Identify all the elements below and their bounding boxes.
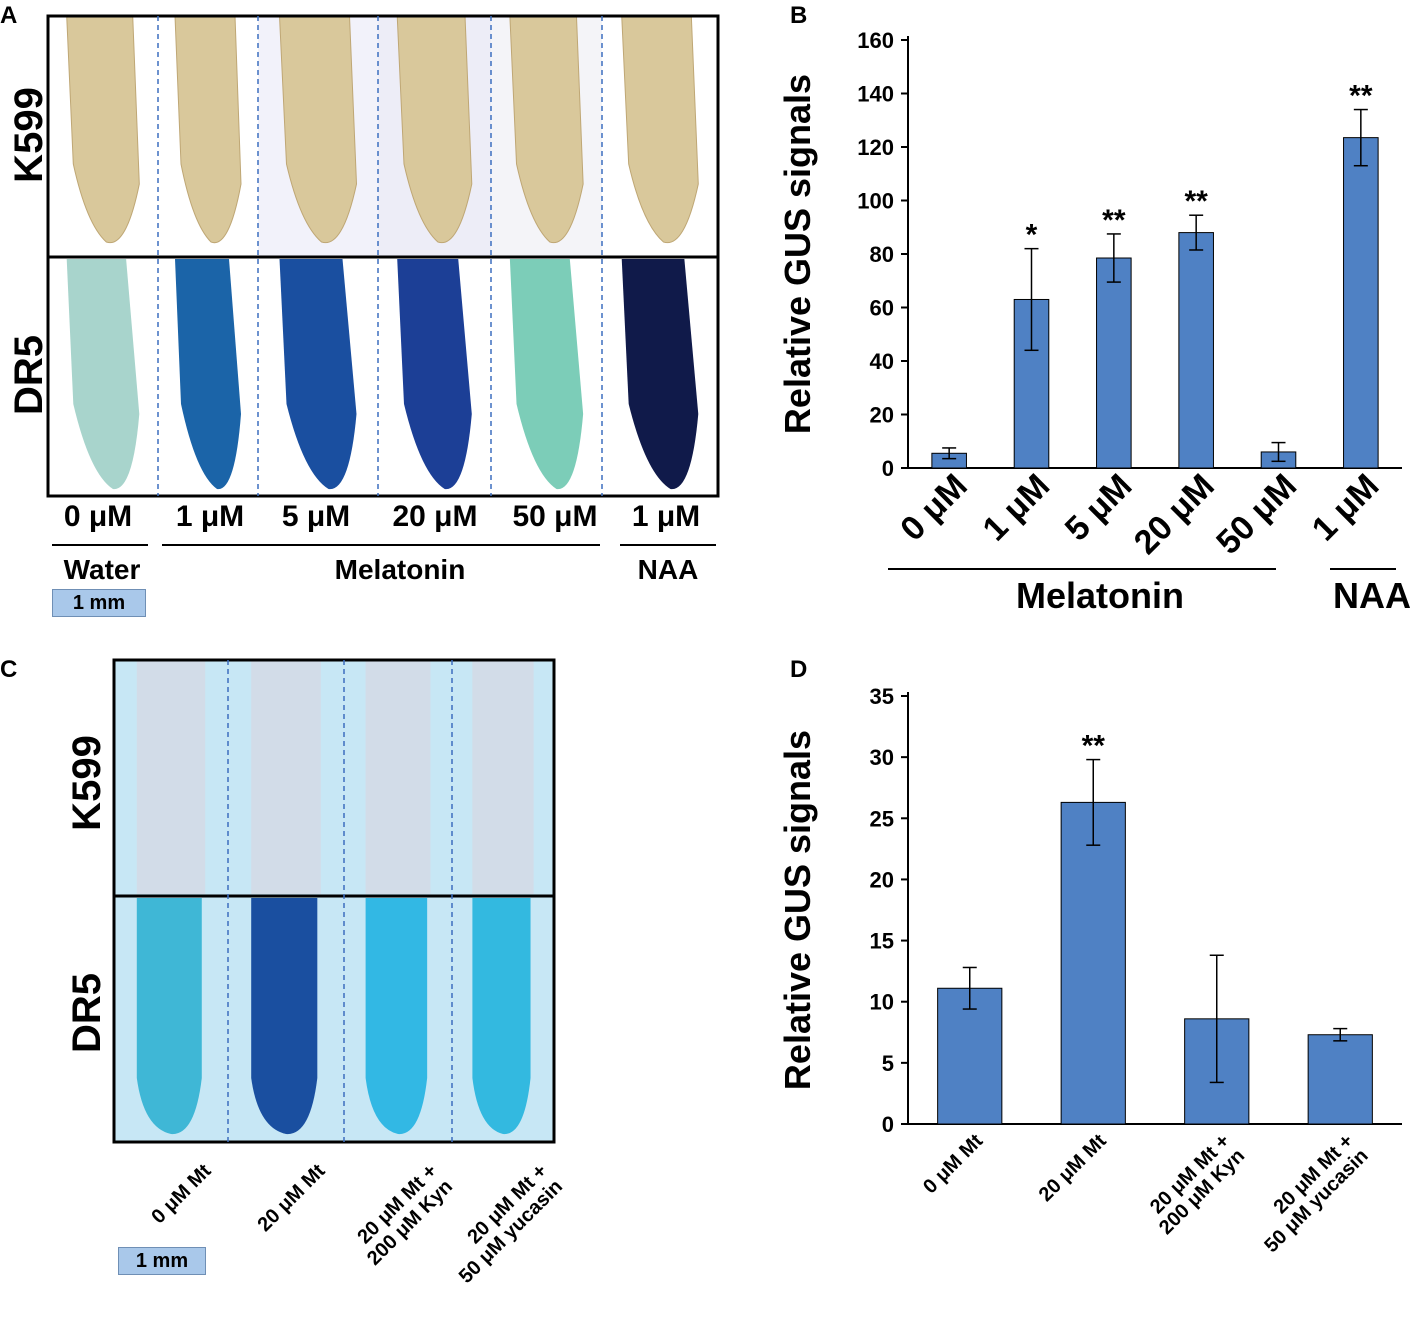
significance-marker: **	[1102, 204, 1126, 237]
y-tick-label: 100	[857, 189, 894, 214]
y-tick-label: 20	[870, 867, 894, 892]
panel-a-group-label-melatonin: Melatonin	[334, 554, 466, 585]
panel-a-conc-label: 1 μM	[631, 500, 701, 533]
significance-marker: *	[1026, 219, 1038, 252]
y-tick-label: 0	[882, 1112, 894, 1137]
bar	[1178, 232, 1214, 469]
dr5-root-tissue	[251, 898, 318, 1135]
bar	[1096, 257, 1132, 469]
y-tick-label: 40	[870, 349, 894, 374]
y-tick-label: 160	[857, 28, 894, 53]
panel-d-bar-chart: 0 5 10 15 20 25 30 35 Relative GUS signals 0 μM M…	[777, 684, 1402, 1257]
panel-d-letter: D	[790, 656, 808, 683]
dr5-root-tissue	[365, 898, 428, 1135]
x-category-label: 20 μM	[1127, 467, 1222, 562]
bar	[1060, 801, 1126, 1125]
panel-a-conc-label: 50 μM	[512, 500, 598, 533]
k599-root-tissue	[174, 15, 242, 244]
y-axis-label: Relative GUS signals	[777, 74, 818, 434]
panel-c-micrograph	[112, 658, 556, 1144]
k599-root-tissue	[621, 15, 699, 244]
x-category-label: 50 μM	[1209, 467, 1304, 562]
panel-b-letter: B	[790, 2, 808, 29]
panel-b-group-underline	[1330, 568, 1396, 570]
k599-root-tissue	[136, 660, 206, 894]
panel-a-scale-bar: 1 mm	[52, 589, 146, 617]
bar	[1343, 137, 1379, 469]
x-category-label: 0 μM	[893, 467, 975, 549]
panel-a-group-label-naa: NAA	[637, 554, 699, 585]
y-tick-label: 25	[870, 806, 894, 831]
k599-root-tissue	[472, 660, 534, 894]
panel-a-group-label-water: Water	[63, 554, 141, 585]
panel-a-conc-label: 0 μM	[63, 500, 133, 533]
panel-b-bar-chart: 0 20 40 60 80 100 120 140 160 Relative GUS signal…	[777, 28, 1402, 562]
panel-a-group-underline	[52, 544, 148, 546]
y-tick-label: 120	[857, 135, 894, 160]
k599-root-tissue	[396, 15, 473, 244]
y-tick-label: 35	[870, 684, 894, 709]
panel-a-conc-label: 1 μM	[175, 500, 245, 533]
bar	[1307, 1034, 1373, 1125]
panel-b-group-underline	[888, 568, 1276, 570]
panel-c-frame	[112, 658, 556, 1144]
significance-marker: **	[1184, 185, 1208, 218]
panel-a-micrograph	[46, 14, 720, 498]
dr5-root-tissue	[175, 259, 241, 490]
x-category-label: 1 μM	[975, 467, 1057, 549]
y-tick-label: 140	[857, 82, 894, 107]
panel-b-group-label-melatonin: Melatonin	[1016, 575, 1184, 616]
significance-marker: **	[1349, 80, 1373, 113]
y-tick-label: 20	[870, 403, 894, 428]
significance-marker: **	[1082, 730, 1106, 763]
k599-root-tissue	[251, 660, 321, 894]
panel-a-conc-label: 5 μM	[281, 500, 351, 533]
panel-c-row-label-dr5: DR5	[65, 972, 109, 1054]
y-tick-label: 30	[870, 745, 894, 770]
dr5-root-tissue	[472, 898, 531, 1135]
panel-a-group-underline	[162, 544, 600, 546]
panel-c-letter: C	[0, 656, 18, 683]
panel-c-scale-bar: 1 mm	[118, 1247, 206, 1275]
dr5-root-tissue	[279, 259, 357, 490]
dr5-root-tissue	[136, 898, 202, 1135]
y-tick-label: 15	[870, 929, 894, 954]
k599-root-tissue	[66, 15, 140, 244]
y-axis-label: Relative GUS signals	[777, 730, 818, 1090]
panel-a-letter: A	[0, 2, 18, 29]
y-tick-label: 5	[882, 1051, 894, 1076]
bar	[937, 987, 1003, 1125]
dr5-root-tissue	[509, 259, 584, 490]
y-tick-label: 10	[870, 990, 894, 1015]
panel-b-group-label-naa: NAA	[1333, 575, 1411, 616]
dr5-root-tissue	[66, 259, 140, 490]
panel-a-conc-label: 20 μM	[392, 500, 478, 533]
dr5-root-tissue	[621, 259, 699, 490]
x-category-label: 0 μM Mt	[919, 1130, 987, 1198]
k599-root-tissue	[365, 660, 431, 894]
dr5-root-tissue	[397, 259, 472, 490]
x-category-label: 20 μM Mt +200 μM Kyn	[1140, 1130, 1249, 1239]
y-tick-label: 60	[870, 296, 894, 321]
panel-a-group-underline	[620, 544, 716, 546]
x-category-label: 20 μM Mt +50 μM yucasin	[1246, 1130, 1373, 1257]
k599-root-tissue	[509, 15, 584, 244]
k599-root-tissue	[278, 15, 358, 244]
y-tick-label: 0	[882, 456, 894, 481]
x-category-label: 20 μM Mt	[1035, 1130, 1111, 1206]
panel-c-row-label-k599: K599	[65, 735, 109, 831]
x-category-label: 1 μM	[1305, 467, 1387, 549]
y-tick-label: 80	[870, 242, 894, 267]
